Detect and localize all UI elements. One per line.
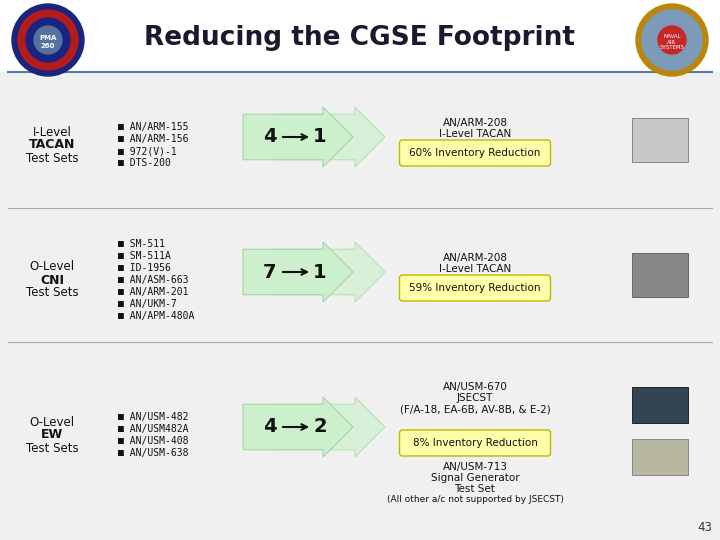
- Text: Test Set (ITATS): Test Set (ITATS): [435, 275, 515, 285]
- Text: 7: 7: [264, 262, 276, 281]
- Bar: [0, 0, 720, 72]
- FancyBboxPatch shape: [400, 430, 551, 456]
- Text: 4: 4: [264, 417, 276, 436]
- Circle shape: [12, 4, 84, 76]
- Polygon shape: [243, 107, 353, 167]
- Circle shape: [642, 10, 702, 70]
- Text: Test Set (ITATS): Test Set (ITATS): [435, 140, 515, 150]
- Circle shape: [18, 10, 78, 70]
- Text: I-Level TACAN: I-Level TACAN: [439, 264, 511, 274]
- Circle shape: [658, 26, 686, 54]
- Text: ■ SM-511A: ■ SM-511A: [118, 251, 171, 261]
- Text: ■ AN/USM-408: ■ AN/USM-408: [118, 436, 189, 446]
- Text: ■ AN/APM-480A: ■ AN/APM-480A: [118, 311, 194, 321]
- Text: PMA
260: PMA 260: [40, 36, 57, 49]
- Text: I-Level TACAN: I-Level TACAN: [439, 129, 511, 139]
- Circle shape: [26, 18, 70, 62]
- Text: Reducing the CGSE Footprint: Reducing the CGSE Footprint: [145, 25, 575, 51]
- Text: ■ AN/USM-638: ■ AN/USM-638: [118, 448, 189, 458]
- Circle shape: [34, 26, 62, 54]
- Text: Test Set: Test Set: [454, 484, 495, 494]
- Text: 59% Inventory Reduction: 59% Inventory Reduction: [409, 283, 541, 293]
- Text: ■ 972(V)-1: ■ 972(V)-1: [118, 146, 176, 156]
- Text: ■ AN/ARM-156: ■ AN/ARM-156: [118, 134, 189, 144]
- Text: EW: EW: [41, 429, 63, 442]
- Text: TACAN: TACAN: [29, 138, 75, 152]
- Text: AN/ARM-208: AN/ARM-208: [443, 118, 508, 128]
- Text: AN/USM-713: AN/USM-713: [443, 462, 508, 472]
- Text: JSECST: JSECST: [456, 393, 493, 403]
- Text: ■ AN/ARM-155: ■ AN/ARM-155: [118, 122, 189, 132]
- Text: NAVAL
AIR
SYSTEMS: NAVAL AIR SYSTEMS: [660, 33, 685, 50]
- Text: ■ AN/USM482A: ■ AN/USM482A: [118, 424, 189, 434]
- Polygon shape: [275, 397, 385, 457]
- Text: ■ AN/UKM-7: ■ AN/UKM-7: [118, 299, 176, 309]
- Text: 1: 1: [313, 262, 327, 281]
- Text: Test Sets: Test Sets: [26, 152, 78, 165]
- Circle shape: [636, 4, 708, 76]
- Text: O-Level: O-Level: [30, 260, 75, 273]
- Text: O-Level: O-Level: [30, 415, 75, 429]
- Text: Signal Generator: Signal Generator: [431, 473, 519, 483]
- Bar: [632, 439, 688, 475]
- Bar: [632, 118, 688, 162]
- Text: ■ AN/ARM-201: ■ AN/ARM-201: [118, 287, 189, 297]
- Text: ■ SM-511: ■ SM-511: [118, 239, 165, 249]
- Bar: [632, 387, 688, 423]
- Text: Test Sets: Test Sets: [26, 442, 78, 455]
- FancyBboxPatch shape: [400, 275, 551, 301]
- Text: ■ DTS-200: ■ DTS-200: [118, 158, 171, 168]
- Text: Test Sets: Test Sets: [26, 287, 78, 300]
- Text: (All other a/c not supported by JSECST): (All other a/c not supported by JSECST): [387, 496, 564, 504]
- Text: (F/A-18, EA-6B, AV-8B, & E-2): (F/A-18, EA-6B, AV-8B, & E-2): [400, 404, 550, 414]
- Text: I-Level: I-Level: [32, 125, 71, 138]
- Text: AN/USM-670: AN/USM-670: [443, 382, 508, 392]
- Polygon shape: [243, 242, 353, 302]
- Text: CNI: CNI: [40, 273, 64, 287]
- Text: 43: 43: [697, 521, 712, 534]
- FancyBboxPatch shape: [400, 140, 551, 166]
- Polygon shape: [275, 107, 385, 167]
- Text: ■ ID-1956: ■ ID-1956: [118, 263, 171, 273]
- Text: 60% Inventory Reduction: 60% Inventory Reduction: [409, 148, 541, 158]
- Polygon shape: [243, 397, 353, 457]
- Text: 2: 2: [313, 417, 327, 436]
- Text: 4: 4: [264, 127, 276, 146]
- Text: ■ AN/ASM-663: ■ AN/ASM-663: [118, 275, 189, 285]
- Polygon shape: [275, 242, 385, 302]
- Text: AN/ARM-208: AN/ARM-208: [443, 253, 508, 263]
- Bar: [632, 253, 688, 297]
- Text: 1: 1: [313, 127, 327, 146]
- Text: ■ AN/USM-482: ■ AN/USM-482: [118, 412, 189, 422]
- Text: 8% Inventory Reduction: 8% Inventory Reduction: [413, 438, 537, 448]
